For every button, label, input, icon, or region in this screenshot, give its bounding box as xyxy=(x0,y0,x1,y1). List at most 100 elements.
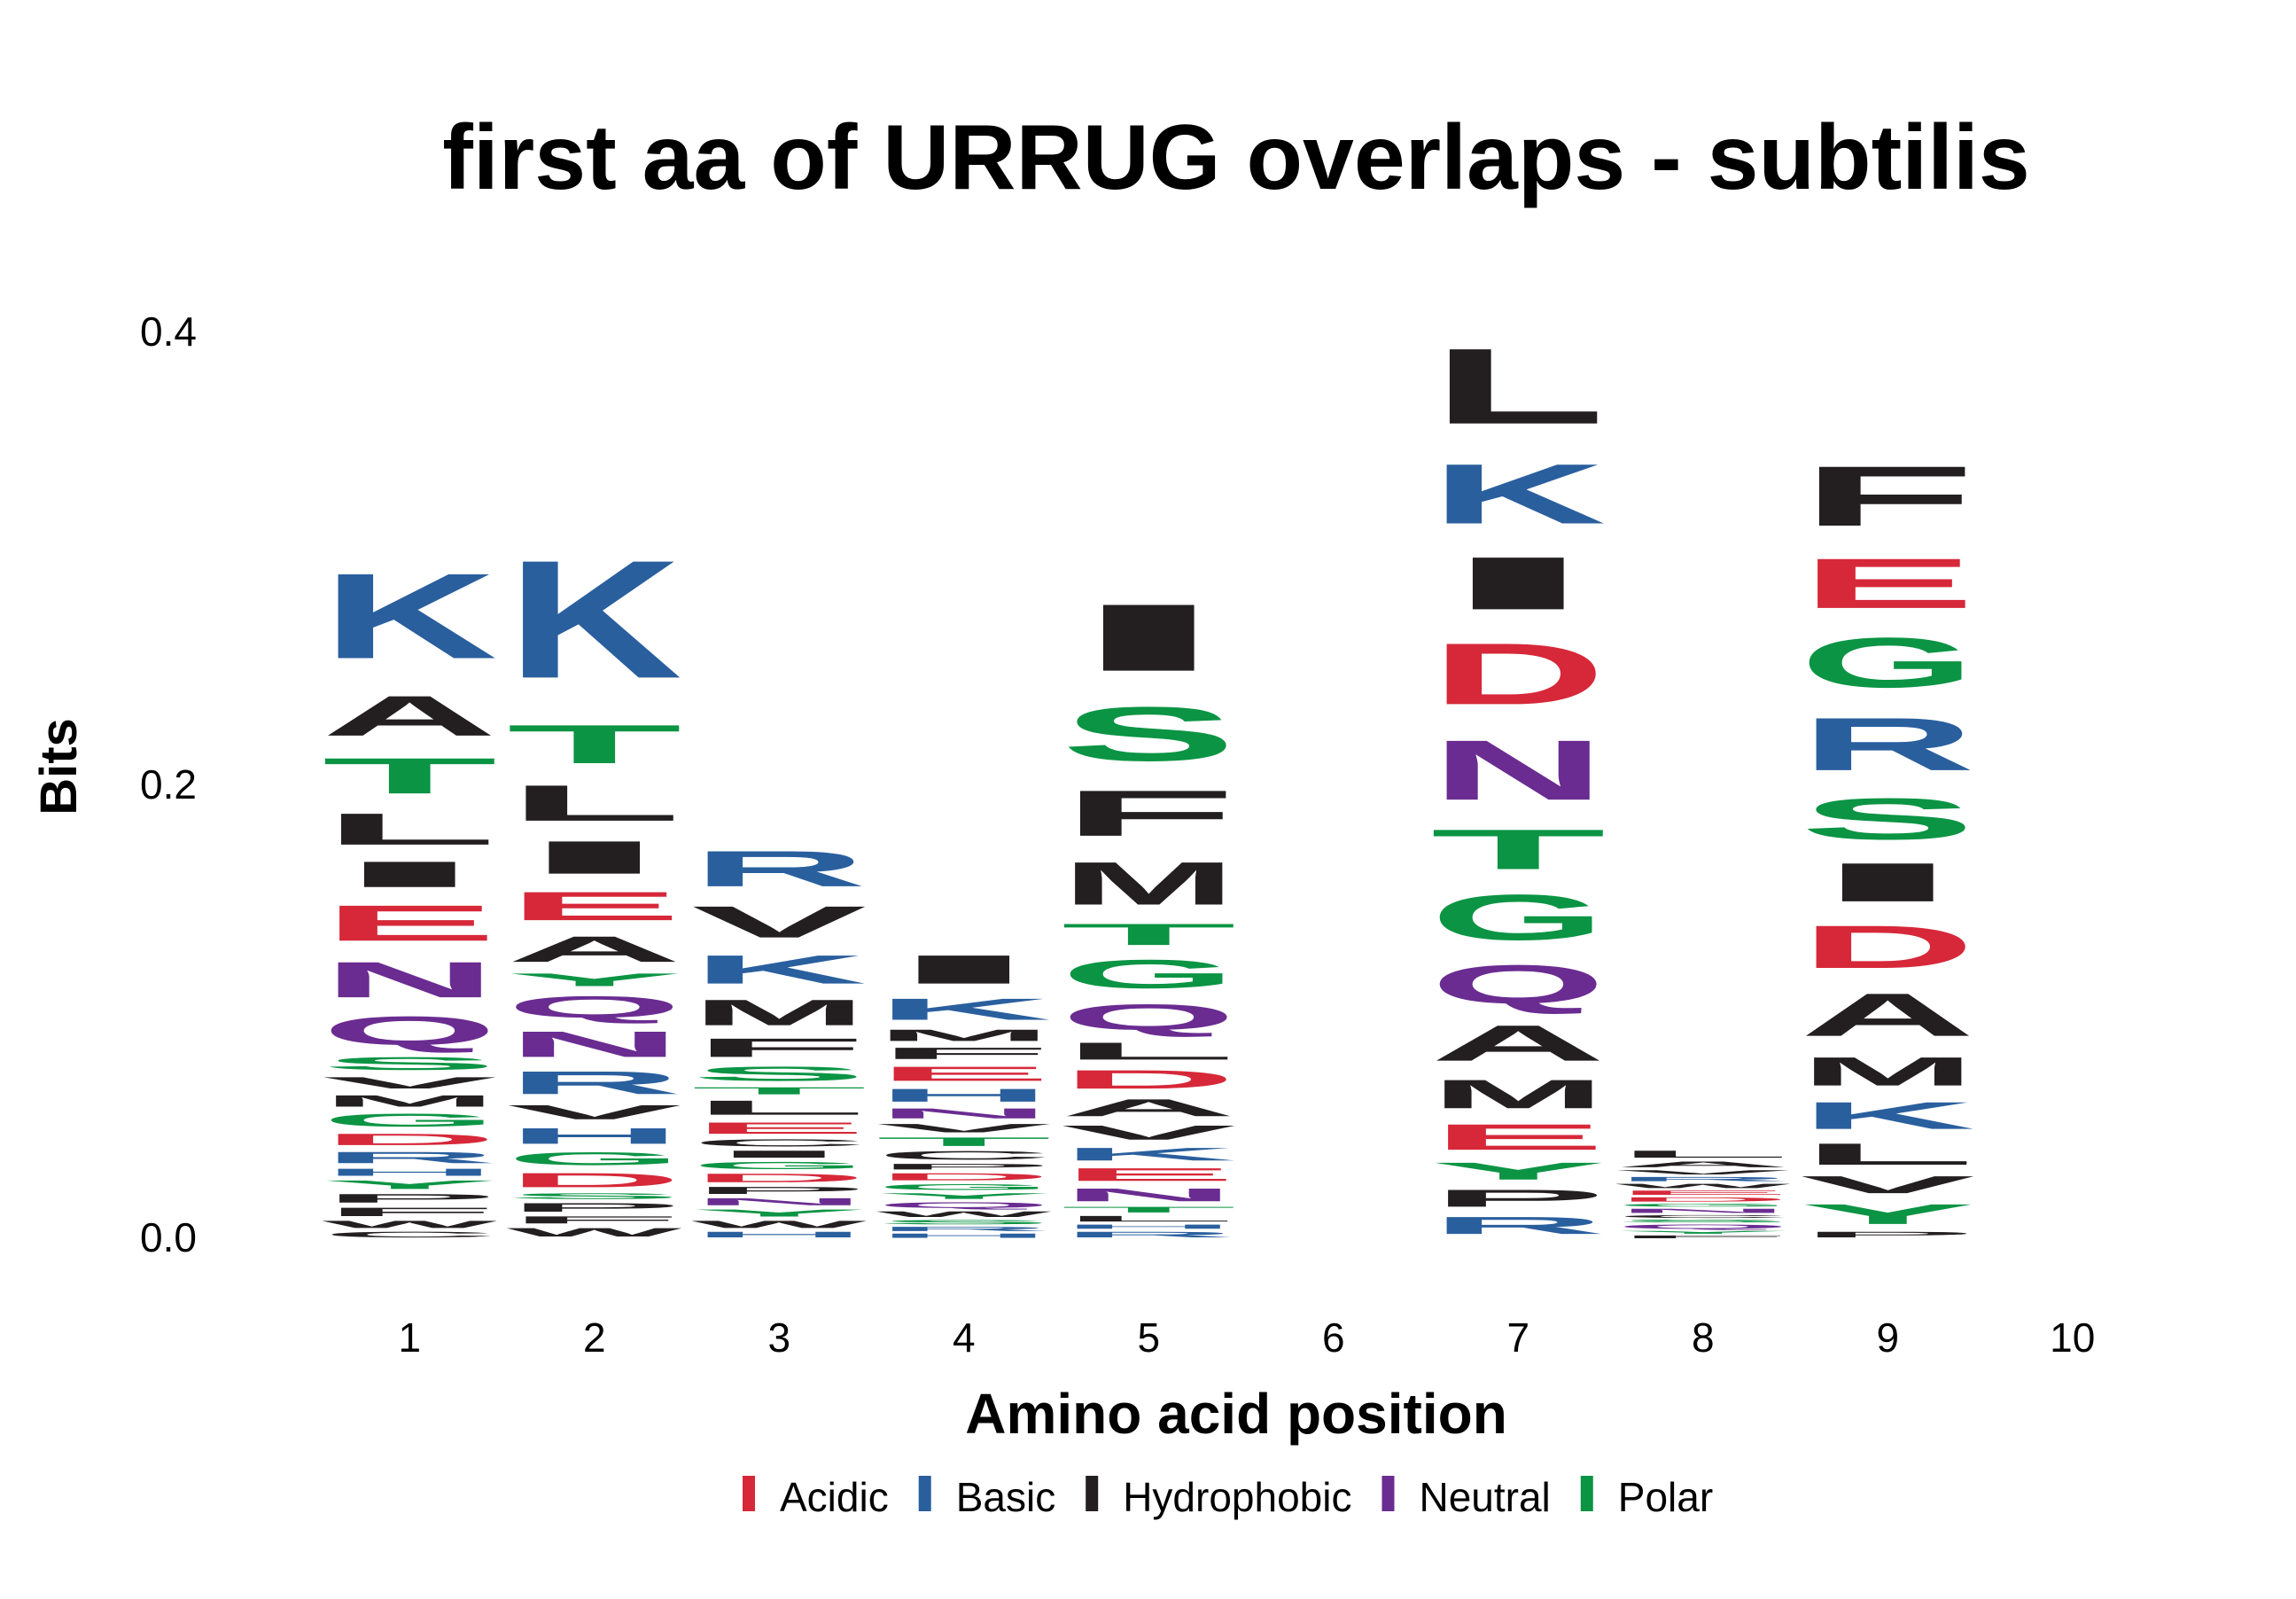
logo-letter: W xyxy=(691,1219,867,1230)
logo-letter: P xyxy=(691,1185,867,1197)
logo-letter: M xyxy=(1061,850,1236,918)
logo-letter: L xyxy=(1061,1214,1236,1223)
logo-letter: K xyxy=(1800,1094,1975,1137)
logo-letter: W xyxy=(876,1210,1052,1219)
legend-label: Acidic xyxy=(780,1474,889,1520)
logo-letter: H xyxy=(1061,1223,1236,1230)
svg-text:F: F xyxy=(1800,448,1975,543)
svg-text:L: L xyxy=(1430,326,1606,447)
svg-text:V: V xyxy=(1615,1169,1791,1176)
svg-text:N: N xyxy=(1430,722,1606,818)
svg-text:L: L xyxy=(1615,1149,1791,1160)
svg-text:P: P xyxy=(322,1191,497,1205)
y-axis-label: Bits xyxy=(30,718,88,815)
legend-swatch xyxy=(1381,1476,1395,1511)
svg-text:A: A xyxy=(507,929,682,970)
logo-letter: T xyxy=(322,747,497,804)
svg-text:P: P xyxy=(507,1201,682,1214)
svg-text:V: V xyxy=(876,1121,1052,1135)
legend-label: Neutral xyxy=(1419,1474,1550,1520)
svg-text:S: S xyxy=(507,1191,682,1200)
svg-text:E: E xyxy=(507,884,682,929)
logo-letter: Y xyxy=(691,1207,867,1219)
svg-text:R: R xyxy=(507,1065,682,1101)
svg-text:Y: Y xyxy=(1615,1230,1791,1235)
logo-letter: W xyxy=(322,1219,497,1230)
logo-letter: P xyxy=(1800,1230,1975,1239)
logo-letter: I xyxy=(322,854,497,894)
svg-text:K: K xyxy=(691,947,867,992)
svg-text:Y: Y xyxy=(1800,1198,1975,1230)
logo-letter: C xyxy=(322,1230,497,1239)
svg-text:Y: Y xyxy=(1430,1158,1606,1185)
logo-letter: F xyxy=(1615,1235,1791,1239)
svg-text:W: W xyxy=(691,1219,867,1230)
x-axis-label: Amino acid position xyxy=(965,1382,1507,1446)
x-tick-label: 7 xyxy=(1506,1314,1529,1361)
logo-letter: Y xyxy=(322,1178,497,1191)
logo-letter: F xyxy=(1061,776,1236,849)
logo-letter: P xyxy=(507,1201,682,1214)
svg-text:Y: Y xyxy=(322,1178,497,1191)
svg-text:I: I xyxy=(691,1149,867,1160)
logo-letter: E xyxy=(876,1063,1052,1086)
logo-letter: F xyxy=(876,1044,1052,1063)
svg-text:I: I xyxy=(1800,852,1975,913)
logo-letter: Y xyxy=(507,970,682,990)
logo-letter: Y xyxy=(876,1191,1052,1200)
logo-letter: Y xyxy=(1615,1230,1791,1235)
logo-letter: H xyxy=(507,1124,682,1149)
svg-text:T: T xyxy=(1061,917,1236,951)
svg-text:G: G xyxy=(1615,1203,1791,1207)
logo-letter: V xyxy=(1061,1121,1236,1144)
logo-letter: F xyxy=(1800,448,1975,543)
logo-letter: N xyxy=(507,1024,682,1065)
legend-swatch xyxy=(1580,1476,1593,1511)
svg-text:H: H xyxy=(876,1232,1052,1239)
svg-text:D: D xyxy=(1430,625,1606,722)
logo-letter: I xyxy=(1430,542,1606,626)
logo-letter: L xyxy=(507,775,682,831)
logo-letter: L xyxy=(1800,1137,1975,1171)
svg-text:N: N xyxy=(691,1196,867,1207)
svg-text:N: N xyxy=(1615,1207,1791,1214)
logo-letter: M xyxy=(322,1092,497,1111)
svg-text:N: N xyxy=(322,951,497,1008)
svg-text:D: D xyxy=(691,1171,867,1184)
logo-letter: M xyxy=(1430,1072,1606,1117)
svg-text:Q: Q xyxy=(507,990,682,1024)
logo-letter: E xyxy=(1800,544,1975,624)
svg-text:K: K xyxy=(1430,446,1606,542)
svg-text:C: C xyxy=(691,1137,867,1149)
svg-text:N: N xyxy=(876,1105,1052,1121)
x-tick-label: 1 xyxy=(398,1314,421,1361)
logo-letter: C xyxy=(876,1149,1052,1162)
logo-letter: Q xyxy=(1430,954,1606,1015)
logo-letter: H xyxy=(876,1232,1052,1239)
logo-letter: Q xyxy=(876,1201,1052,1210)
svg-text:R: R xyxy=(1800,702,1975,786)
svg-text:I: I xyxy=(876,947,1052,992)
logo-letter: D xyxy=(322,1130,497,1148)
logo-letter: E xyxy=(1615,1190,1791,1197)
svg-text:D: D xyxy=(1800,913,1975,981)
svg-text:P: P xyxy=(691,1185,867,1197)
logo-letter: L xyxy=(1430,326,1606,447)
logo-letter: Y xyxy=(1430,1158,1606,1185)
svg-text:R: R xyxy=(1615,1175,1791,1182)
x-tick-label: 6 xyxy=(1322,1314,1345,1361)
x-axis-ticks: 1 2 3 4 5 6 7 8 9 10 xyxy=(398,1314,2095,1361)
logo-letter: A xyxy=(322,684,497,748)
logo-letter: D xyxy=(1430,625,1606,722)
svg-text:N: N xyxy=(1061,1185,1236,1205)
svg-text:P: P xyxy=(1800,1230,1975,1239)
logo-letter: G xyxy=(1061,951,1236,996)
svg-text:H: H xyxy=(1061,1223,1236,1230)
logo-letter: D xyxy=(876,1171,1052,1182)
logo-letter: G xyxy=(322,1110,497,1130)
logo-letter: S xyxy=(876,1219,1052,1226)
logo-letter: A xyxy=(1061,1095,1236,1122)
svg-text:G: G xyxy=(876,1182,1052,1191)
logo-letter: E xyxy=(322,895,497,952)
logo-letter: V xyxy=(322,1073,497,1091)
